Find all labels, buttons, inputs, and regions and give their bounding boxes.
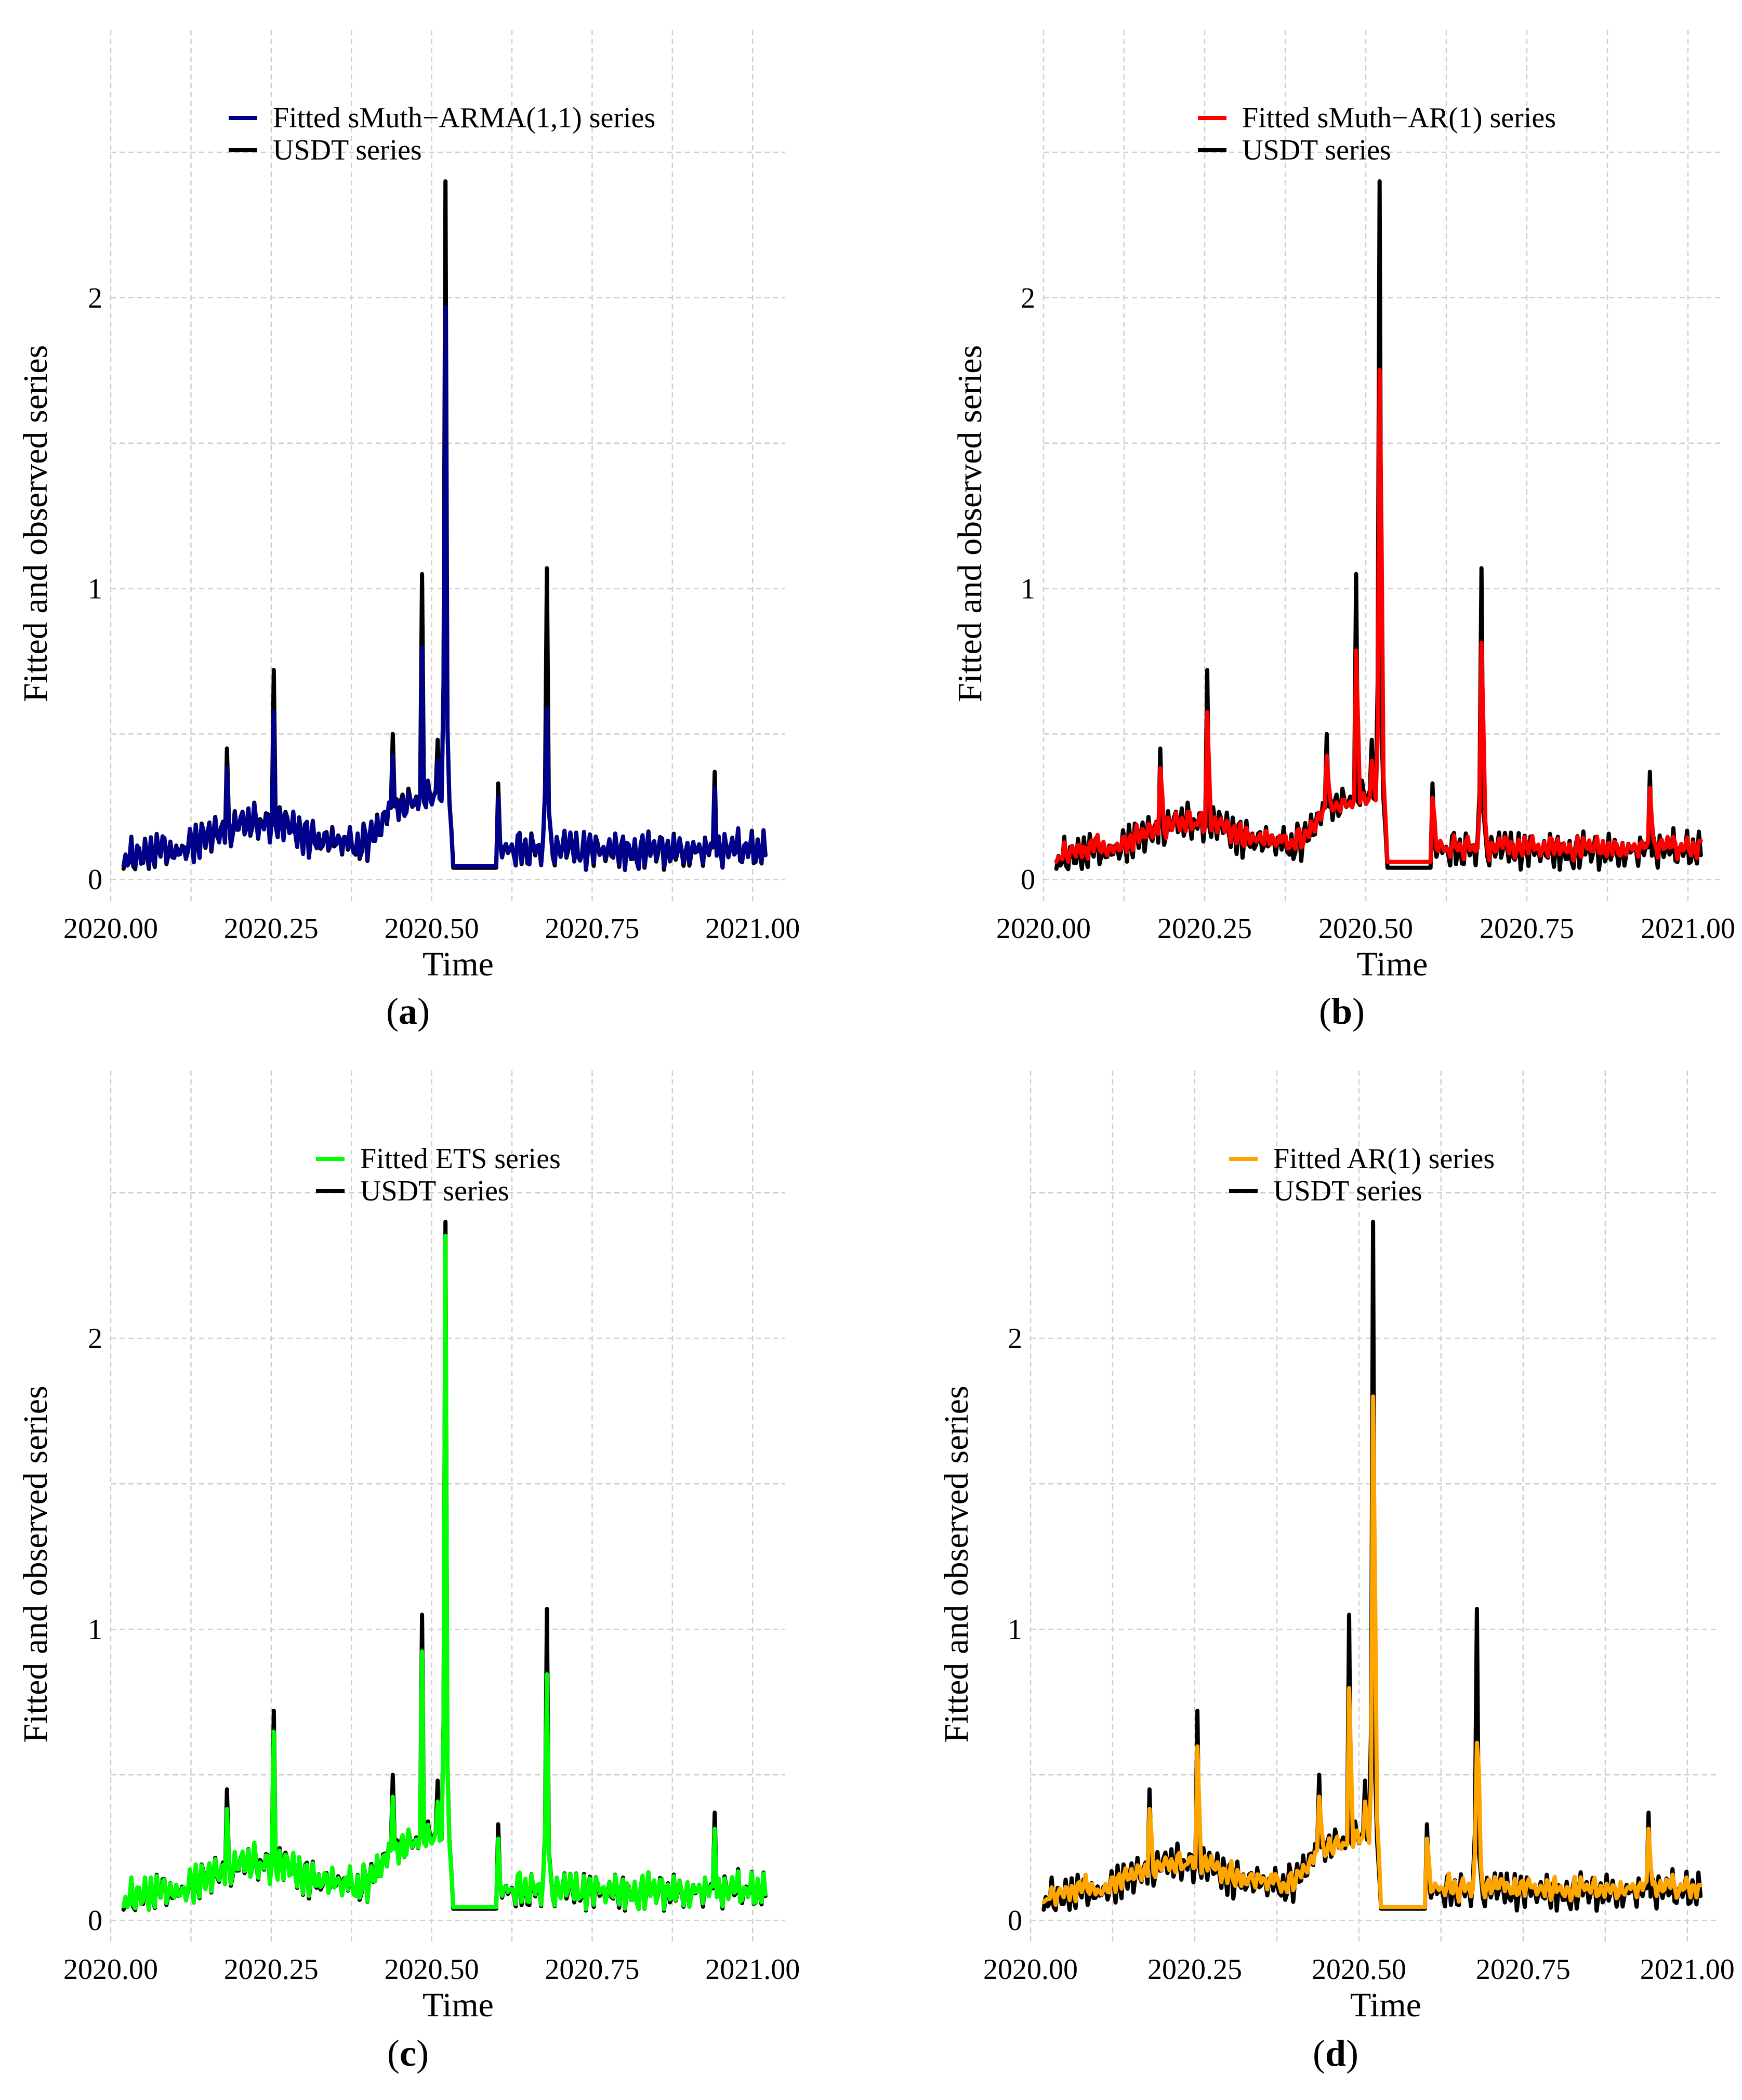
x-axis-title: Time xyxy=(423,945,494,983)
x-tick-label: 2020.00 xyxy=(63,913,158,945)
series-line-fitted xyxy=(1054,367,1703,864)
chart-panel-c: 2020.00 2020.25 2020.50 2020.75 2021.00 0 1 2 Ti… xyxy=(17,1071,800,2074)
legend-label: USDT series xyxy=(1242,134,1391,166)
y-axis-title: Fitted and observed series xyxy=(951,345,989,702)
x-tick-label: 2020.75 xyxy=(545,1953,639,1986)
x-tick-label: 2020.00 xyxy=(63,1953,158,1986)
x-tick-label: 2020.50 xyxy=(385,913,479,945)
x-tick-label: 2020.50 xyxy=(1318,913,1413,945)
panel-caption: (c) xyxy=(387,2032,429,2074)
y-tick-label: 0 xyxy=(88,864,102,896)
legend-label: Fitted sMuth−ARMA(1,1) series xyxy=(273,102,655,134)
chart-panel-b: 2020.00 2020.25 2020.50 2020.75 2021.00 0 1 2 Ti… xyxy=(951,30,1735,1032)
panel-caption: (a) xyxy=(386,990,430,1032)
x-tick-label: 2020.75 xyxy=(1476,1953,1571,1986)
x-axis-title: Time xyxy=(423,1986,494,2024)
y-tick-label: 1 xyxy=(88,573,102,605)
y-tick-label: 2 xyxy=(1008,1323,1022,1355)
x-tick-label: 2020.75 xyxy=(545,913,639,945)
y-tick-label: 1 xyxy=(88,1614,102,1646)
legend-label: Fitted AR(1) series xyxy=(1273,1143,1495,1175)
x-tick-label: 2021.00 xyxy=(1640,1953,1735,1986)
x-tick-label: 2020.25 xyxy=(1147,1953,1242,1986)
series-line-fitted xyxy=(121,1234,768,1912)
series-line-fitted xyxy=(121,305,768,873)
legend-label: Fitted ETS series xyxy=(360,1143,561,1175)
x-tick-label: 2021.00 xyxy=(705,913,800,945)
legend-label: USDT series xyxy=(1273,1175,1422,1207)
x-tick-label: 2020.00 xyxy=(996,913,1091,945)
x-tick-label: 2020.25 xyxy=(1157,913,1252,945)
grid xyxy=(110,1071,785,1944)
x-tick-label: 2020.75 xyxy=(1480,913,1574,945)
y-tick-label: 1 xyxy=(1021,573,1035,605)
y-tick-label: 2 xyxy=(88,282,102,314)
x-tick-label: 2020.50 xyxy=(1312,1953,1406,1986)
panel-caption: (b) xyxy=(1319,990,1365,1032)
x-tick-label: 2020.25 xyxy=(224,1953,319,1986)
x-tick-label: 2020.00 xyxy=(983,1953,1078,1986)
legend-label: Fitted sMuth−AR(1) series xyxy=(1242,102,1556,134)
x-tick-label: 2021.00 xyxy=(1641,913,1735,945)
y-tick-label: 2 xyxy=(88,1323,102,1355)
chart-panel-d: 2020.00 2020.25 2020.50 2020.75 2021.00 0 1 2 Ti… xyxy=(938,1071,1735,2074)
y-tick-label: 0 xyxy=(1021,864,1035,896)
y-tick-label: 2 xyxy=(1021,282,1035,314)
y-tick-label: 0 xyxy=(1008,1905,1022,1937)
x-tick-label: 2020.25 xyxy=(224,913,319,945)
y-axis-title: Fitted and observed series xyxy=(17,1385,55,1742)
x-axis-title: Time xyxy=(1357,945,1428,983)
y-axis-title: Fitted and observed series xyxy=(17,345,55,702)
panel-caption: (d) xyxy=(1313,2032,1358,2074)
chart-panel-a: 2020.00 2020.25 2020.50 2020.75 2021.00 0 1 2 Ti… xyxy=(17,30,800,1032)
series-line-fitted xyxy=(1041,1394,1703,1909)
legend-label: USDT series xyxy=(273,134,422,166)
y-tick-label: 1 xyxy=(1008,1614,1022,1646)
y-tick-label: 0 xyxy=(88,1905,102,1937)
x-axis-title: Time xyxy=(1350,1986,1421,2024)
legend-label: USDT series xyxy=(360,1175,509,1207)
x-tick-label: 2020.50 xyxy=(385,1953,479,1986)
y-axis-title: Fitted and observed series xyxy=(938,1385,975,1742)
x-tick-label: 2021.00 xyxy=(705,1953,800,1986)
